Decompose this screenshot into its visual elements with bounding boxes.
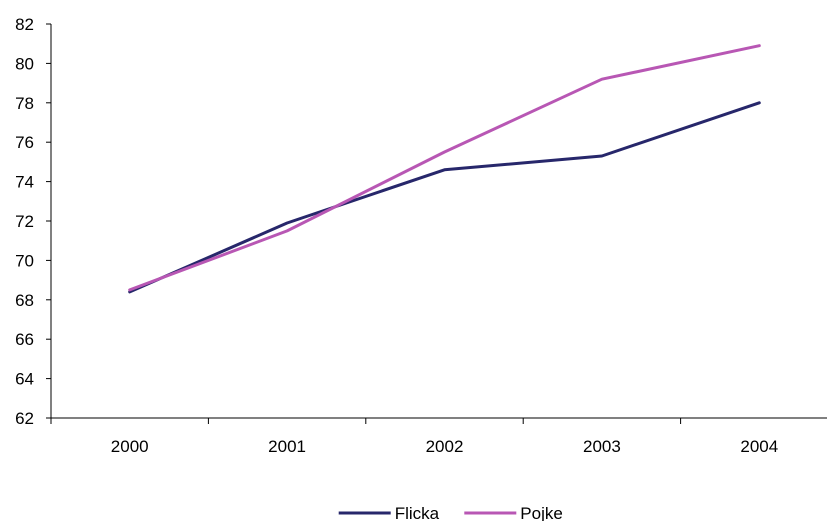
y-axis-tick-labels: 62 64 66 68 70 72 74 76 78 80 82: [15, 15, 34, 428]
legend-item-flicka: Flicka: [339, 504, 440, 521]
y-tick-label: 62: [15, 409, 34, 428]
y-tick-label: 72: [15, 212, 34, 231]
legend: Flicka Pojke: [339, 504, 563, 521]
series-lines: [130, 46, 760, 292]
x-tick-label: 2004: [740, 437, 778, 456]
x-tick-label: 2003: [583, 437, 621, 456]
y-tick-label: 80: [15, 54, 34, 73]
y-tick-label: 74: [15, 173, 34, 192]
legend-item-pojke: Pojke: [464, 504, 563, 521]
x-tick-label: 2000: [111, 437, 149, 456]
y-tick-label: 64: [15, 370, 34, 389]
y-tick-label: 76: [15, 133, 34, 152]
y-axis-ticks: [46, 24, 51, 418]
legend-label: Flicka: [395, 504, 440, 521]
x-tick-label: 2001: [268, 437, 306, 456]
y-tick-label: 68: [15, 291, 34, 310]
y-tick-label: 70: [15, 251, 34, 270]
series-line-pojke: [130, 46, 760, 290]
legend-label: Pojke: [520, 504, 563, 521]
x-axis-ticks: [51, 418, 827, 424]
y-tick-label: 82: [15, 15, 34, 34]
series-line-flicka: [130, 103, 760, 292]
y-tick-label: 66: [15, 330, 34, 349]
x-tick-label: 2002: [426, 437, 464, 456]
x-axis-tick-labels: 2000 2001 2002 2003 2004: [111, 437, 778, 456]
y-tick-label: 78: [15, 94, 34, 113]
